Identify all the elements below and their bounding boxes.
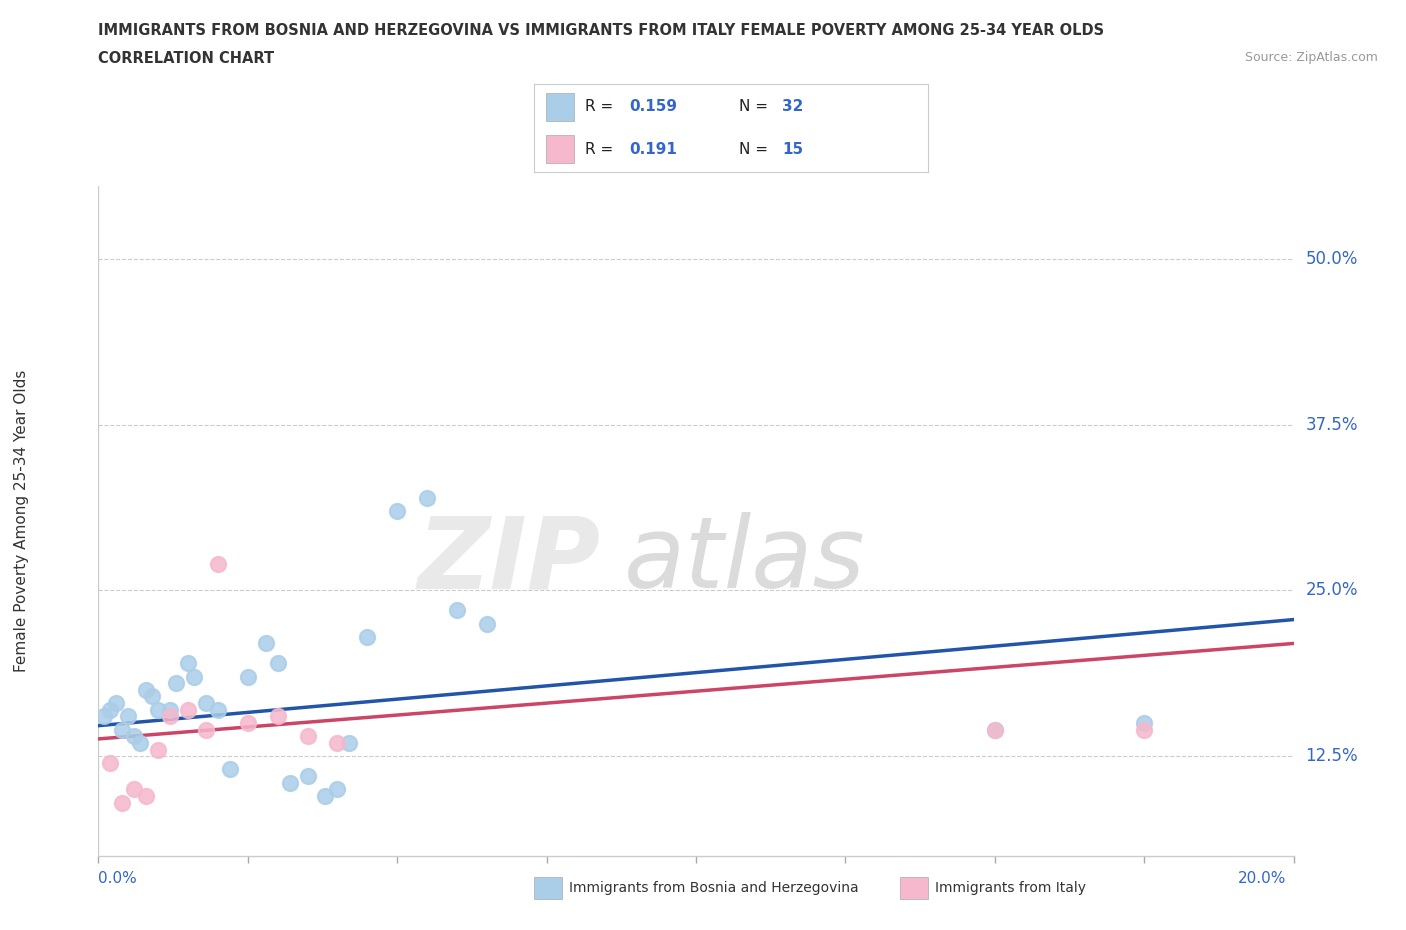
Text: CORRELATION CHART: CORRELATION CHART xyxy=(98,51,274,66)
Text: Source: ZipAtlas.com: Source: ZipAtlas.com xyxy=(1244,51,1378,64)
Point xyxy=(475,616,498,631)
Text: N =: N = xyxy=(740,100,773,114)
Point xyxy=(148,702,170,717)
Text: Female Poverty Among 25-34 Year Olds: Female Poverty Among 25-34 Year Olds xyxy=(14,369,28,672)
Text: Immigrants from Italy: Immigrants from Italy xyxy=(935,881,1085,896)
Point xyxy=(177,702,200,717)
Text: ZIP: ZIP xyxy=(418,512,600,609)
Point xyxy=(93,709,115,724)
Point xyxy=(124,782,146,797)
Point xyxy=(236,670,259,684)
Text: 37.5%: 37.5% xyxy=(1306,416,1358,433)
Point xyxy=(254,636,277,651)
Point xyxy=(105,696,128,711)
FancyBboxPatch shape xyxy=(546,135,574,164)
Point xyxy=(165,676,187,691)
Point xyxy=(278,776,301,790)
Point xyxy=(207,702,229,717)
Point xyxy=(207,556,229,571)
Point xyxy=(315,789,337,804)
Point xyxy=(416,490,439,505)
Text: 50.0%: 50.0% xyxy=(1306,250,1358,268)
Text: Immigrants from Bosnia and Herzegovina: Immigrants from Bosnia and Herzegovina xyxy=(569,881,859,896)
Text: 12.5%: 12.5% xyxy=(1306,747,1358,765)
Point xyxy=(194,723,218,737)
Point xyxy=(124,729,146,744)
Point xyxy=(267,709,290,724)
Point xyxy=(339,736,360,751)
Point xyxy=(159,709,181,724)
Point xyxy=(219,762,242,777)
Point xyxy=(297,729,319,744)
Point xyxy=(135,683,157,698)
Point xyxy=(326,782,349,797)
Point xyxy=(135,789,157,804)
Text: R =: R = xyxy=(585,141,619,156)
Point xyxy=(98,702,122,717)
Point xyxy=(183,670,205,684)
Text: IMMIGRANTS FROM BOSNIA AND HERZEGOVINA VS IMMIGRANTS FROM ITALY FEMALE POVERTY A: IMMIGRANTS FROM BOSNIA AND HERZEGOVINA V… xyxy=(98,23,1105,38)
Text: R =: R = xyxy=(585,100,619,114)
Point xyxy=(1133,723,1156,737)
Point xyxy=(267,656,290,671)
Text: N =: N = xyxy=(740,141,773,156)
Text: atlas: atlas xyxy=(624,512,866,609)
Point xyxy=(983,723,1005,737)
FancyBboxPatch shape xyxy=(546,93,574,121)
Point xyxy=(1133,715,1156,730)
Point xyxy=(129,736,152,751)
Point xyxy=(194,696,218,711)
Point xyxy=(111,795,134,810)
Point xyxy=(117,709,139,724)
Point xyxy=(177,656,200,671)
Text: 0.0%: 0.0% xyxy=(98,871,138,886)
Point xyxy=(98,755,122,770)
Text: 20.0%: 20.0% xyxy=(1239,871,1286,886)
Point xyxy=(385,503,409,518)
Text: 0.159: 0.159 xyxy=(628,100,676,114)
Point xyxy=(141,689,163,704)
Point xyxy=(297,768,319,783)
Text: 15: 15 xyxy=(782,141,803,156)
Text: 25.0%: 25.0% xyxy=(1306,581,1358,600)
Point xyxy=(326,736,349,751)
Point xyxy=(446,603,468,618)
Text: 32: 32 xyxy=(782,100,804,114)
Point xyxy=(111,723,134,737)
Point xyxy=(236,715,259,730)
Text: 0.191: 0.191 xyxy=(628,141,676,156)
Point xyxy=(159,702,181,717)
Point xyxy=(356,630,378,644)
Point xyxy=(983,723,1005,737)
Point xyxy=(148,742,170,757)
